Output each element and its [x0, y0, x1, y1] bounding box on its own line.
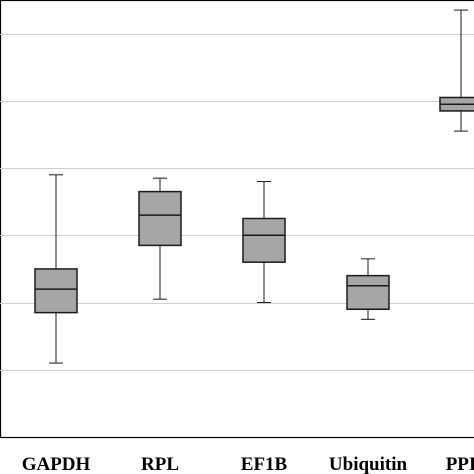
x-tick-label: Ubiquitin — [329, 454, 408, 474]
x-tick-label: RPL — [141, 454, 179, 474]
box-ef1b — [242, 181, 286, 304]
box-gapdh — [34, 174, 78, 364]
iqr-box — [242, 217, 286, 263]
x-tick-label: PPI — [446, 454, 474, 474]
iqr-box — [34, 268, 78, 314]
box-rpl — [138, 177, 182, 300]
iqr-box — [346, 274, 390, 311]
x-tick-label: EF1B — [241, 454, 288, 474]
box-ubiquitin — [346, 258, 390, 320]
gridlines — [0, 34, 474, 371]
x-tick-labels: GAPDH RPL EF1B Ubiquitin PPI — [22, 454, 474, 474]
x-tick-label: GAPDH — [22, 454, 91, 474]
plot-frame — [0, 0, 474, 439]
box-ppi — [439, 9, 474, 132]
iqr-box — [138, 190, 182, 247]
boxes — [34, 9, 474, 364]
